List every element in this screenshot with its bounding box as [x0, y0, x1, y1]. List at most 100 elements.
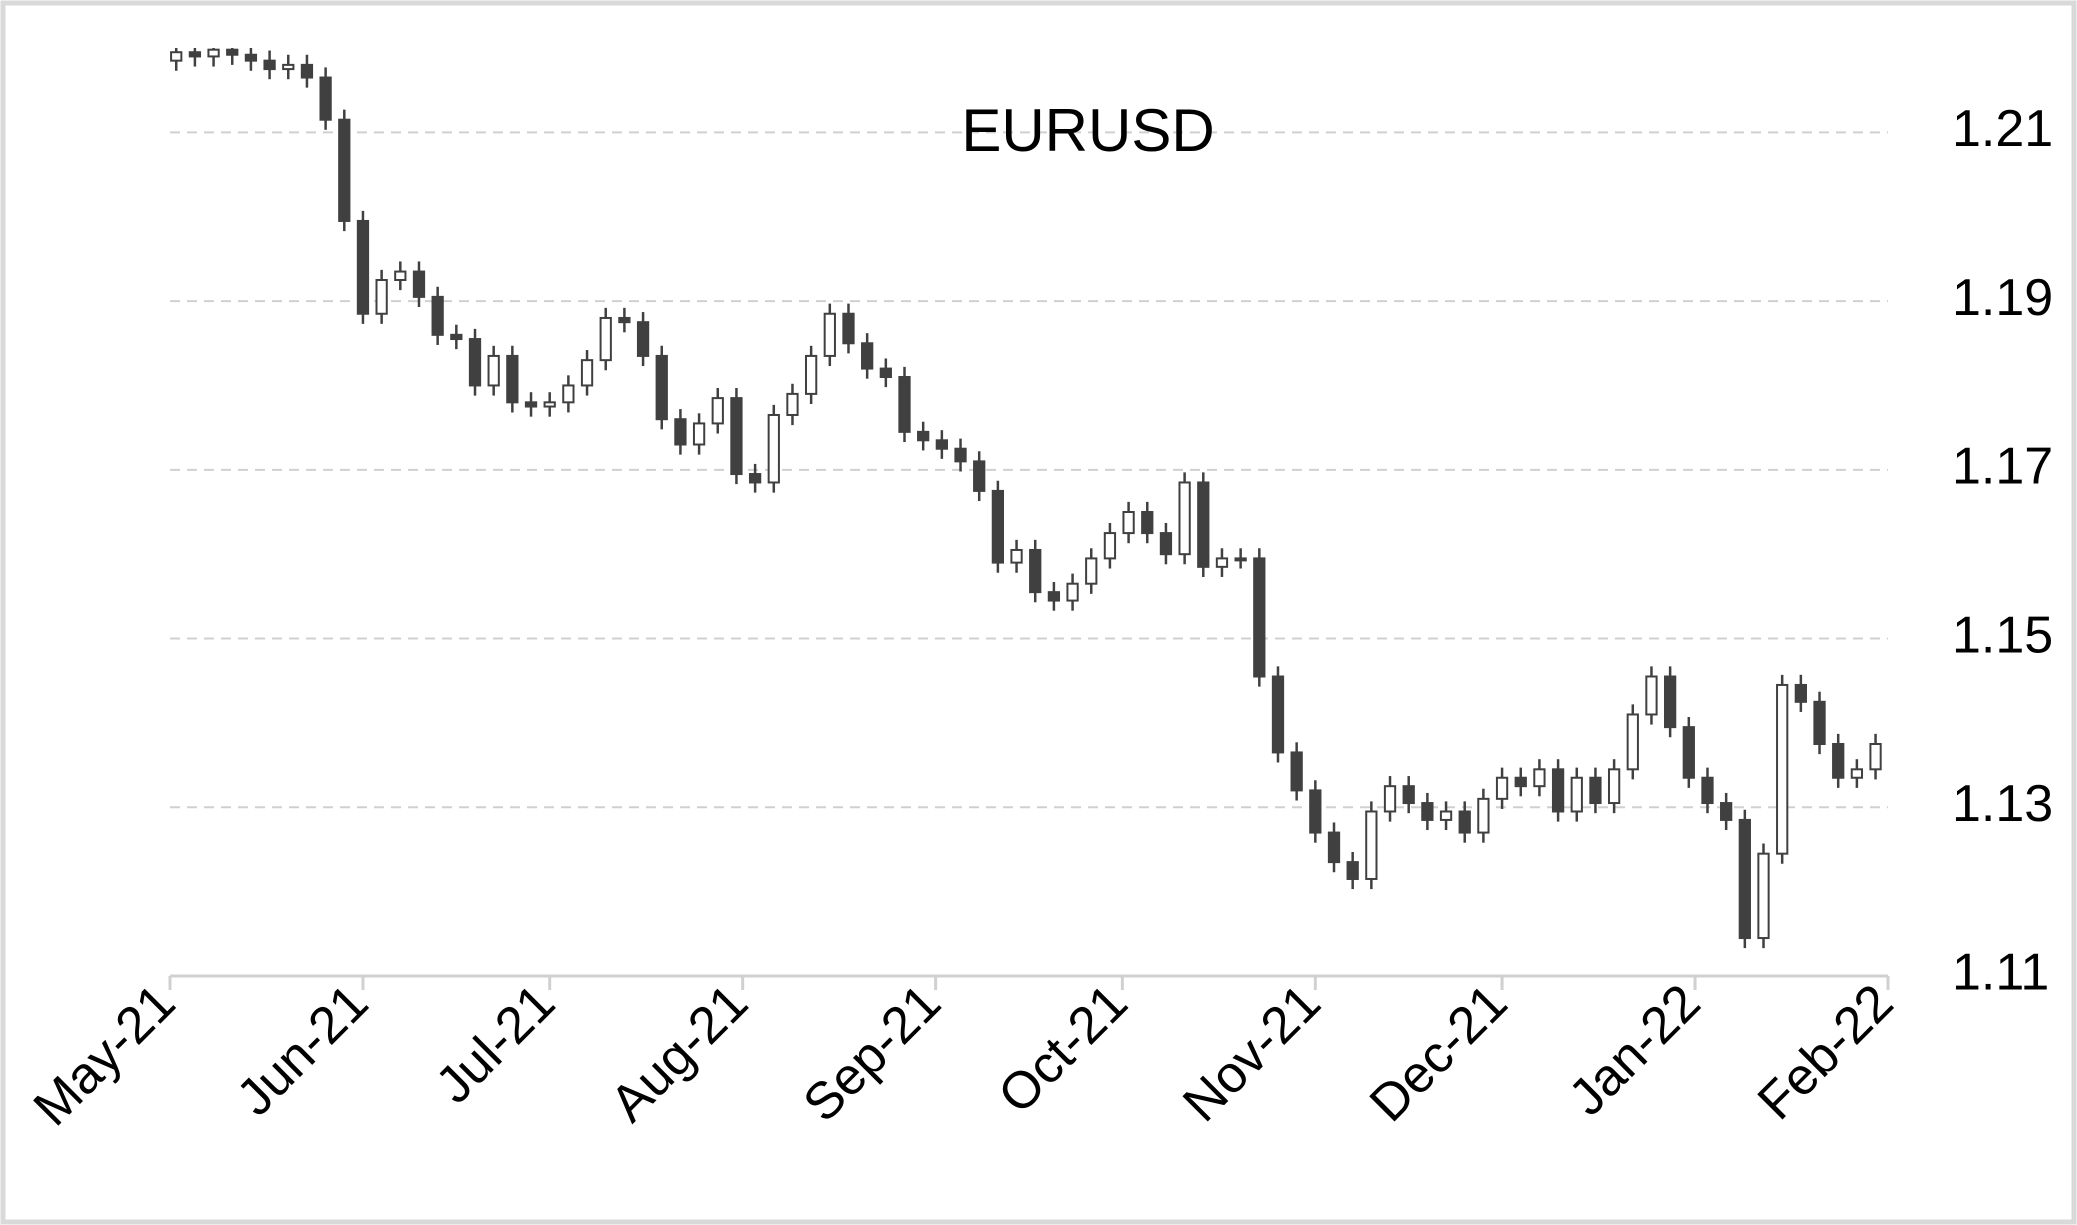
candle-body [973, 460, 986, 492]
candle-body [1047, 591, 1061, 602]
candle-body [1197, 481, 1210, 568]
candle-body [543, 401, 556, 408]
candle-body [618, 316, 631, 324]
candle-body [375, 279, 388, 315]
candle-body [1589, 776, 1602, 805]
candle-body [1402, 785, 1415, 805]
candle-body [748, 473, 762, 484]
candle-body [1551, 768, 1565, 813]
candle-body [244, 53, 258, 62]
candle-body [1570, 776, 1583, 813]
y-tick-label: 1.17 [1952, 438, 2053, 496]
candle-body [599, 316, 612, 362]
candle-body [861, 342, 874, 370]
candle-body [1664, 675, 1677, 729]
candle-body [823, 312, 836, 357]
candle-body [1607, 768, 1621, 805]
candle-body [562, 384, 575, 404]
grid [170, 131, 1888, 809]
candle-body [879, 367, 892, 379]
candle-body [1421, 802, 1434, 821]
candles [170, 48, 1882, 949]
candle-body [468, 338, 482, 387]
candle-body [1085, 557, 1098, 585]
candle-body [767, 413, 780, 484]
y-tick-label: 1.19 [1952, 269, 2053, 327]
candle-body [842, 312, 855, 345]
candle-body [1794, 683, 1807, 703]
candle-body [1327, 831, 1341, 864]
candle-body [1122, 511, 1135, 535]
candle-body [300, 63, 314, 79]
candle-body [692, 422, 706, 446]
candle-body [1682, 726, 1695, 779]
candle-body [1346, 861, 1359, 880]
candle-body [1029, 548, 1042, 594]
candle-body [282, 63, 295, 71]
candle-body [1738, 818, 1751, 940]
y-tick-label: 1.13 [1952, 775, 2053, 833]
candle-body [917, 430, 930, 442]
candle-body [1832, 743, 1845, 779]
candle-body [1869, 743, 1882, 771]
candle-body [188, 51, 202, 58]
candle-body [524, 401, 538, 408]
candle-body [1514, 776, 1527, 788]
y-tick-label: 1.15 [1952, 606, 2053, 664]
candle-body [356, 219, 370, 315]
chart-title: EURUSD [961, 97, 1214, 164]
candle-body [1234, 557, 1247, 562]
candle-body [1010, 548, 1023, 564]
candle-body [207, 48, 220, 58]
candle-body [1215, 557, 1229, 568]
candle-body [1159, 532, 1173, 556]
candle-body [1253, 557, 1266, 678]
candle-body [935, 439, 948, 450]
candle-body [1495, 776, 1509, 800]
candle-body [805, 354, 818, 395]
candle-body [506, 354, 519, 404]
candle-body [1645, 675, 1658, 716]
candle-body [636, 321, 650, 357]
candle-body [1365, 810, 1378, 880]
candle-body [1141, 511, 1154, 535]
candle-body [431, 295, 444, 336]
candle-body [319, 76, 332, 121]
candle-body [450, 333, 463, 341]
candle-body [1757, 852, 1770, 940]
candle-body [1309, 789, 1322, 834]
candle-body [1383, 785, 1397, 813]
candle-body [338, 118, 351, 222]
candle-body [263, 59, 276, 71]
candle-body [730, 397, 743, 476]
y-tick-label: 1.21 [1952, 100, 2053, 158]
candle-body [1477, 797, 1490, 834]
candle-body [1271, 675, 1285, 754]
candle-body [1701, 776, 1714, 805]
candle-body [898, 376, 911, 433]
candle-body [711, 397, 724, 425]
candle-body [1439, 810, 1453, 821]
candle-body [1776, 683, 1789, 855]
candle-body [655, 354, 668, 421]
candle-body [786, 392, 799, 416]
candle-body [580, 359, 594, 387]
candle-body [1103, 532, 1117, 560]
candle-body [1458, 810, 1471, 834]
candle-body [954, 447, 967, 463]
candle-body [170, 51, 183, 62]
candle-body [226, 48, 239, 56]
candle-body [394, 270, 407, 281]
candle-body [1533, 768, 1546, 788]
candle-body [487, 354, 500, 387]
candle-body [1813, 700, 1826, 745]
candle-body [1850, 768, 1864, 779]
candle-body [1178, 481, 1191, 556]
candle-body [1626, 713, 1639, 771]
candle-body [674, 418, 687, 446]
candle-body [412, 270, 426, 298]
candle-body [1066, 582, 1079, 602]
candle-body [1720, 802, 1733, 821]
